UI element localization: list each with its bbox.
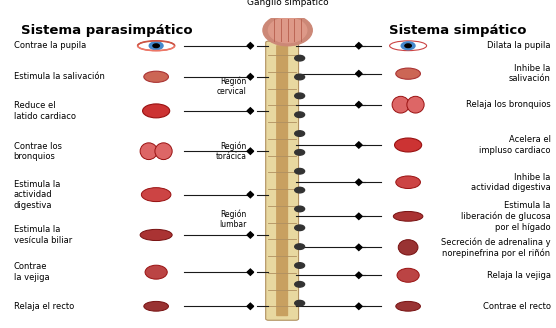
Ellipse shape bbox=[390, 41, 426, 51]
Polygon shape bbox=[355, 213, 362, 219]
Circle shape bbox=[401, 42, 415, 50]
Ellipse shape bbox=[140, 143, 157, 160]
Text: Ganglio simpático: Ganglio simpático bbox=[247, 0, 329, 7]
Circle shape bbox=[152, 193, 160, 197]
Text: Relaja la vejiga: Relaja la vejiga bbox=[486, 271, 550, 280]
Text: Estimula la salivación: Estimula la salivación bbox=[14, 72, 105, 81]
Text: Estimula la
vesícula biliar: Estimula la vesícula biliar bbox=[14, 225, 72, 245]
Ellipse shape bbox=[395, 138, 421, 152]
Ellipse shape bbox=[141, 188, 171, 202]
Circle shape bbox=[295, 169, 305, 174]
Circle shape bbox=[295, 225, 305, 231]
Text: Dilata la pupila: Dilata la pupila bbox=[487, 41, 550, 50]
Polygon shape bbox=[355, 71, 362, 77]
Circle shape bbox=[149, 42, 163, 50]
Circle shape bbox=[152, 304, 160, 308]
Circle shape bbox=[146, 149, 152, 153]
Ellipse shape bbox=[407, 96, 424, 113]
Circle shape bbox=[412, 103, 419, 107]
Circle shape bbox=[152, 233, 160, 237]
Circle shape bbox=[405, 44, 411, 48]
Circle shape bbox=[295, 74, 305, 80]
Circle shape bbox=[295, 206, 305, 212]
Ellipse shape bbox=[140, 229, 172, 240]
Circle shape bbox=[295, 187, 305, 193]
Circle shape bbox=[153, 44, 160, 48]
Circle shape bbox=[160, 149, 167, 153]
Ellipse shape bbox=[138, 41, 175, 51]
Circle shape bbox=[295, 55, 305, 61]
Circle shape bbox=[295, 263, 305, 268]
Text: Sistema parasimpático: Sistema parasimpático bbox=[21, 24, 193, 37]
Polygon shape bbox=[355, 303, 362, 309]
Circle shape bbox=[295, 281, 305, 287]
Polygon shape bbox=[355, 244, 362, 251]
Text: Inhibe la
actividad digestiva: Inhibe la actividad digestiva bbox=[471, 173, 550, 192]
Circle shape bbox=[295, 244, 305, 249]
Polygon shape bbox=[355, 272, 362, 278]
Polygon shape bbox=[355, 102, 362, 108]
Text: Relaja el recto: Relaja el recto bbox=[14, 302, 74, 311]
Circle shape bbox=[404, 273, 412, 277]
Circle shape bbox=[152, 109, 160, 113]
Ellipse shape bbox=[142, 104, 170, 118]
Ellipse shape bbox=[396, 68, 420, 79]
Polygon shape bbox=[247, 74, 254, 80]
Text: Reduce el
latido cardiaco: Reduce el latido cardiaco bbox=[14, 101, 76, 121]
Text: Contrae la pupila: Contrae la pupila bbox=[14, 41, 86, 50]
Polygon shape bbox=[355, 142, 362, 148]
Ellipse shape bbox=[393, 212, 423, 221]
Text: Región
cervical: Región cervical bbox=[217, 76, 246, 96]
Polygon shape bbox=[355, 179, 362, 185]
Text: Contrae el recto: Contrae el recto bbox=[483, 302, 550, 311]
Text: Contrae
la vejiga: Contrae la vejiga bbox=[14, 262, 49, 282]
Circle shape bbox=[152, 270, 160, 274]
Polygon shape bbox=[247, 192, 254, 198]
Circle shape bbox=[295, 112, 305, 117]
Circle shape bbox=[404, 180, 412, 184]
Text: Relaja los bronquios: Relaja los bronquios bbox=[466, 100, 550, 109]
Ellipse shape bbox=[145, 265, 167, 279]
Circle shape bbox=[404, 214, 412, 218]
Circle shape bbox=[404, 245, 412, 250]
Ellipse shape bbox=[263, 15, 312, 46]
Polygon shape bbox=[247, 303, 254, 309]
Ellipse shape bbox=[392, 96, 409, 113]
Ellipse shape bbox=[398, 240, 418, 255]
Circle shape bbox=[404, 143, 412, 147]
Ellipse shape bbox=[155, 143, 172, 160]
Polygon shape bbox=[247, 232, 254, 238]
Polygon shape bbox=[247, 148, 254, 154]
Ellipse shape bbox=[397, 268, 419, 282]
Circle shape bbox=[152, 74, 161, 79]
Circle shape bbox=[404, 71, 413, 76]
Text: Estimula la
actividad
digestiva: Estimula la actividad digestiva bbox=[14, 180, 60, 210]
Circle shape bbox=[398, 103, 404, 107]
Text: Secreción de adrenalina y
norepinefrina por el riñón: Secreción de adrenalina y norepinefrina … bbox=[441, 237, 550, 257]
Ellipse shape bbox=[269, 18, 307, 43]
Ellipse shape bbox=[396, 301, 420, 311]
Circle shape bbox=[295, 93, 305, 99]
Polygon shape bbox=[355, 43, 362, 49]
Ellipse shape bbox=[144, 71, 168, 82]
Text: Acelera el
impluso cardiaco: Acelera el impluso cardiaco bbox=[479, 135, 550, 155]
Text: Región
lumbar: Región lumbar bbox=[219, 210, 246, 229]
Ellipse shape bbox=[396, 176, 420, 189]
Circle shape bbox=[295, 300, 305, 306]
Text: Estimula la
liberación de glucosa
por el hígado: Estimula la liberación de glucosa por el… bbox=[461, 201, 550, 232]
Polygon shape bbox=[247, 108, 254, 114]
Polygon shape bbox=[247, 269, 254, 275]
Polygon shape bbox=[247, 43, 254, 49]
Ellipse shape bbox=[144, 301, 168, 311]
Text: Contrae los
bronquios: Contrae los bronquios bbox=[14, 141, 62, 161]
Text: Inhibe la
salivación: Inhibe la salivación bbox=[509, 64, 550, 83]
Text: Región
torácica: Región torácica bbox=[216, 141, 246, 161]
Text: Sistema simpático: Sistema simpático bbox=[389, 24, 526, 37]
Circle shape bbox=[295, 131, 305, 136]
Circle shape bbox=[404, 304, 412, 308]
FancyBboxPatch shape bbox=[276, 45, 288, 316]
Circle shape bbox=[295, 150, 305, 155]
FancyBboxPatch shape bbox=[266, 41, 299, 320]
Circle shape bbox=[152, 197, 160, 201]
